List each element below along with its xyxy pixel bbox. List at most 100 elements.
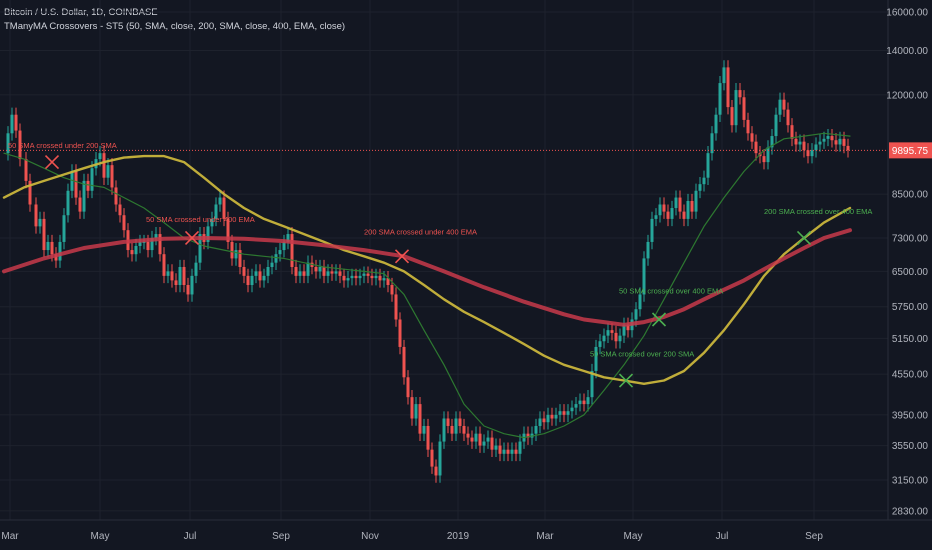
candle-body (410, 397, 414, 419)
candle-body (270, 262, 274, 268)
candle-body (82, 180, 86, 212)
candle-body (398, 319, 402, 347)
candle-body (258, 271, 262, 281)
candle-body (382, 278, 386, 281)
candle-body (558, 411, 562, 415)
candle-body (6, 133, 10, 154)
candle-body (606, 330, 610, 336)
candle-body (306, 262, 310, 276)
candle-body (538, 418, 542, 426)
time-tick-label: May (624, 531, 643, 542)
candle-body (726, 67, 730, 108)
candle-body (430, 449, 434, 467)
candle-body (702, 177, 706, 185)
candle-body (326, 271, 330, 276)
candle-body (24, 159, 28, 181)
candle-body (474, 433, 478, 442)
candle-body (478, 433, 482, 446)
candle-body (706, 153, 710, 178)
candle-body (794, 138, 798, 145)
time-tick-label: Jul (184, 531, 197, 542)
candle-body (58, 241, 62, 261)
candle-body (646, 241, 650, 259)
candle-body (114, 187, 118, 205)
candle-body (78, 197, 82, 212)
candle-body (226, 218, 230, 242)
candle-body (146, 241, 150, 251)
candle-body (14, 114, 18, 131)
candle-body (830, 136, 834, 141)
candle-body (62, 215, 66, 242)
candle-body (402, 346, 406, 378)
crossover-x-marker (651, 312, 667, 327)
candle-body (562, 411, 566, 415)
candle-body (618, 335, 622, 342)
candle-body (574, 404, 578, 408)
candle-body (642, 258, 646, 295)
crossover-label: 200 SMA crossed over 400 EMA (764, 207, 872, 216)
candle-body (330, 271, 334, 274)
candle-body (174, 280, 178, 286)
candle-body (586, 397, 590, 405)
candle-body (822, 138, 826, 142)
price-tick-label: 8500.00 (892, 190, 929, 201)
candle-body (434, 466, 438, 476)
candle-body (730, 107, 734, 126)
candle-body (802, 141, 806, 151)
candle-body (18, 130, 22, 160)
candle-body (834, 140, 838, 145)
candle-body (50, 241, 54, 255)
price-tick-label: 3150.00 (892, 476, 929, 487)
candle-body (626, 324, 630, 331)
ma-line-ema-400 (2, 228, 852, 327)
candle-body (734, 90, 738, 126)
candle-body (234, 250, 238, 259)
crossover-x-marker (618, 373, 634, 388)
candle-body (322, 267, 326, 276)
time-tick-label: Sep (805, 531, 823, 542)
candle-body (746, 119, 750, 134)
candle-body (70, 171, 74, 191)
candle-body (210, 218, 214, 227)
candle-body (790, 125, 794, 139)
candle-body (466, 433, 470, 438)
candle-body (722, 67, 726, 84)
candle-body (542, 418, 546, 423)
candle-body (290, 234, 294, 268)
candle-body (674, 197, 678, 209)
candle-body (170, 271, 174, 281)
candle-body (810, 150, 814, 157)
time-tick-label: Sep (272, 531, 290, 542)
candle-body (150, 237, 154, 251)
crossover-x-marker (44, 155, 60, 170)
candle-body (666, 211, 670, 219)
crossover-label: 50 SMA crossed under 200 SMA (8, 141, 117, 150)
candle-body (42, 218, 46, 251)
current-price-badge (889, 142, 932, 159)
candle-body (102, 153, 106, 178)
time-tick-label: Nov (361, 531, 379, 542)
candle-body (774, 114, 778, 137)
candle-body (158, 234, 162, 255)
indicator-title[interactable]: TManyMA Crossovers - ST5 (50, SMA, close… (4, 21, 346, 32)
candle-body (350, 275, 354, 279)
candle-body (614, 332, 618, 342)
candle-body (418, 404, 422, 434)
candle-body (818, 141, 822, 145)
candle-body (486, 437, 490, 442)
candle-body (106, 165, 110, 178)
candle-body (390, 285, 394, 295)
candle-body (546, 414, 550, 423)
candle-body (826, 136, 830, 139)
candle-body (218, 197, 222, 205)
candle-body (570, 407, 574, 412)
candle-body (374, 275, 378, 279)
candle-body (670, 208, 674, 219)
candle-body (46, 241, 50, 251)
candle-body (650, 218, 654, 242)
candle-body (786, 109, 790, 126)
time-axis: Mar May Jul Sep Nov 2019 Mar May Jul Sep (1, 531, 823, 542)
candle-body (230, 241, 234, 259)
time-tick-label: Jul (716, 531, 729, 542)
